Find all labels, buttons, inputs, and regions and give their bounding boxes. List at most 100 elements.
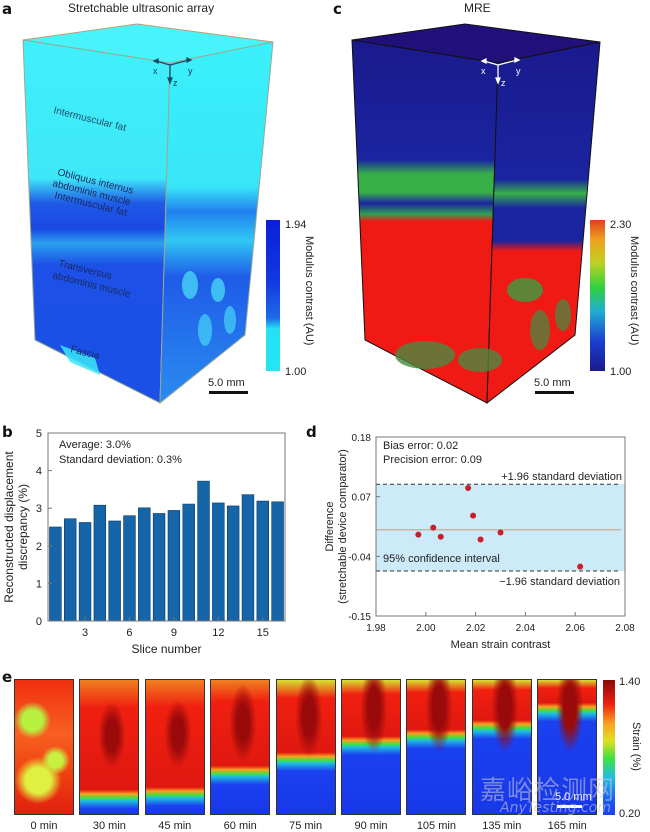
strain-map-time-label: 135 min xyxy=(482,820,522,832)
chart-b-bar xyxy=(64,518,77,622)
chart-b-ytick-label: 2 xyxy=(36,541,42,553)
strain-map-tile xyxy=(79,679,140,815)
panel-c-scale-bar xyxy=(535,391,574,394)
panel-a-front-face xyxy=(22,39,171,404)
strain-map-time-label: 105 min xyxy=(416,820,456,832)
chart-d-xtick-label: 2.08 xyxy=(615,623,635,634)
chart-d-point xyxy=(470,512,477,519)
chart-b-xtick-label: 12 xyxy=(212,627,224,639)
chart-d-annotation-precision: Precision error: 0.09 xyxy=(383,454,482,466)
chart-d-xtick-label: 2.00 xyxy=(416,623,436,634)
panel-c-scale-label: 5.0 mm xyxy=(534,377,571,389)
panel-a-letter: a xyxy=(2,0,13,18)
panel-c-colorbar-label: Modulus contrast (AU) xyxy=(628,236,640,345)
panel-a-side-face xyxy=(159,41,274,405)
chart-d-point xyxy=(437,533,444,540)
chart-d-annotation-ci: 95% confidence interval xyxy=(383,553,500,565)
chart-b-ytick-label: 4 xyxy=(36,466,42,478)
chart-d-xtick-label: 1.98 xyxy=(366,623,386,634)
chart-d-ylabel-line1: Difference xyxy=(325,502,336,552)
chart-b-bar xyxy=(93,504,107,622)
panel-a-colorbar-label: Modulus contrast (AU) xyxy=(303,236,315,345)
chart-b-bar xyxy=(197,480,210,622)
chart-d-point xyxy=(465,484,472,491)
chart-b-bar xyxy=(212,502,225,622)
panel-c-title: MRE xyxy=(464,1,491,15)
watermark-url: AnyTesting.com xyxy=(500,800,611,816)
strain-map-time-label: 30 min xyxy=(92,820,126,832)
chart-b-ylabel-line1: Reconstructed displacement xyxy=(2,451,16,603)
axis-x-label: x xyxy=(481,66,486,76)
panel-a-colorbar xyxy=(266,220,280,371)
strain-map-tile xyxy=(341,679,401,815)
panel-c-colorbar xyxy=(590,220,605,371)
chart-b-xtick-label: 9 xyxy=(171,627,177,639)
chart-b-annotation-average: Average: 3.0% xyxy=(59,439,131,451)
chart-d-xtick-label: 2.04 xyxy=(516,623,536,634)
strain-map-tile xyxy=(144,679,205,815)
chart-b-ytick-label: 3 xyxy=(36,503,42,515)
chart-b-xtick-label: 6 xyxy=(126,627,132,639)
panel-e-colorbar xyxy=(603,680,615,815)
chart-d-ytick-label: 0.18 xyxy=(352,433,372,444)
panel-a-colorbar-max: 1.94 xyxy=(285,219,306,231)
chart-d-ytick-label: -0.04 xyxy=(348,552,371,563)
chart-b-ytick-label: 5 xyxy=(36,428,42,440)
panel-c-colorbar-max: 2.30 xyxy=(610,219,631,231)
panel-b-letter: b xyxy=(2,423,13,441)
panel-e-colorbar-label: Strain (%) xyxy=(630,722,642,771)
chart-d: 0.18 0.07 -0.04 -0.15 1.98 2.00 2.02 2.04 2.06 2… xyxy=(325,433,635,651)
panel-c-letter: c xyxy=(333,0,342,18)
panel-a-scale-label: 5.0 mm xyxy=(208,377,245,389)
chart-d-xlabel: Mean strain contrast xyxy=(451,639,551,651)
chart-d-ytick-label: 0.07 xyxy=(352,493,372,504)
axes-triad-icon xyxy=(152,56,193,85)
strain-map-time-label: 90 min xyxy=(354,820,388,832)
chart-b-ytick-label: 0 xyxy=(36,616,42,628)
axes-triad-icon xyxy=(480,56,521,85)
strain-map-time-label: 45 min xyxy=(158,820,192,832)
chart-b-ytick-label: 1 xyxy=(36,578,42,590)
chart-d-ytick-label: -0.15 xyxy=(348,612,371,623)
chart-d-point xyxy=(415,531,422,538)
panel-c-volume: x y z 5.0 mm 2.30 1.00 Modulus contrast … xyxy=(351,23,640,405)
chart-b-xlabel: Slice number xyxy=(131,642,201,656)
chart-d-ylabel-line2: (stretchable device comparator) xyxy=(337,449,349,604)
chart-d-confidence-band xyxy=(376,484,625,571)
chart-b-annotation-std: Standard deviation: 0.3% xyxy=(59,454,182,466)
panel-c-side-face xyxy=(486,41,601,405)
panel-e-scale-label: 5.0 mm xyxy=(555,791,592,803)
chart-d-point xyxy=(577,563,584,570)
axis-x-label: x xyxy=(153,66,158,76)
chart-b-ylabel-line2: discrepancy (%) xyxy=(16,484,30,570)
chart-b-xtick-label: 15 xyxy=(257,627,269,639)
chart-b-bar xyxy=(182,503,195,622)
strain-map-tile xyxy=(14,679,74,815)
panel-e-scale-bar xyxy=(557,805,582,808)
chart-b-xtick-label: 3 xyxy=(82,627,88,639)
chart-d-xtick-label: 2.02 xyxy=(466,623,486,634)
panel-e-colorbar-min: 0.20 xyxy=(619,808,641,820)
chart-d-annotation-upper: +1.96 standard deviation xyxy=(501,471,622,483)
chart-d-frame xyxy=(375,436,626,617)
strain-map-tile xyxy=(406,679,467,815)
strain-map-time-label: 165 min xyxy=(547,820,587,832)
chart-d-annotation-lower: −1.96 standard deviation xyxy=(499,576,620,588)
panel-e-colorbar-max: 1.40 xyxy=(619,676,641,688)
watermark-text: 嘉峪检测网 xyxy=(480,776,616,806)
panel-a-volume: x y z Intermuscular fat Obliquus internu… xyxy=(22,23,315,405)
strain-map-time-label: 60 min xyxy=(223,820,257,832)
panel-e-letter: e xyxy=(2,668,13,686)
chart-b-bar xyxy=(271,501,284,622)
chart-d-point xyxy=(497,529,504,536)
strain-map-time-label: 75 min xyxy=(289,820,323,832)
chart-b-bar xyxy=(138,507,151,622)
chart-b-bar xyxy=(241,494,255,622)
panel-c-colorbar-min: 1.00 xyxy=(610,366,631,378)
panel-d-letter: d xyxy=(306,423,317,441)
axis-y-label: y xyxy=(516,66,521,76)
strain-map-tile xyxy=(210,679,271,815)
chart-b-bar xyxy=(152,513,166,622)
chart-b-bar xyxy=(123,515,136,622)
chart-b-bar xyxy=(226,505,240,622)
